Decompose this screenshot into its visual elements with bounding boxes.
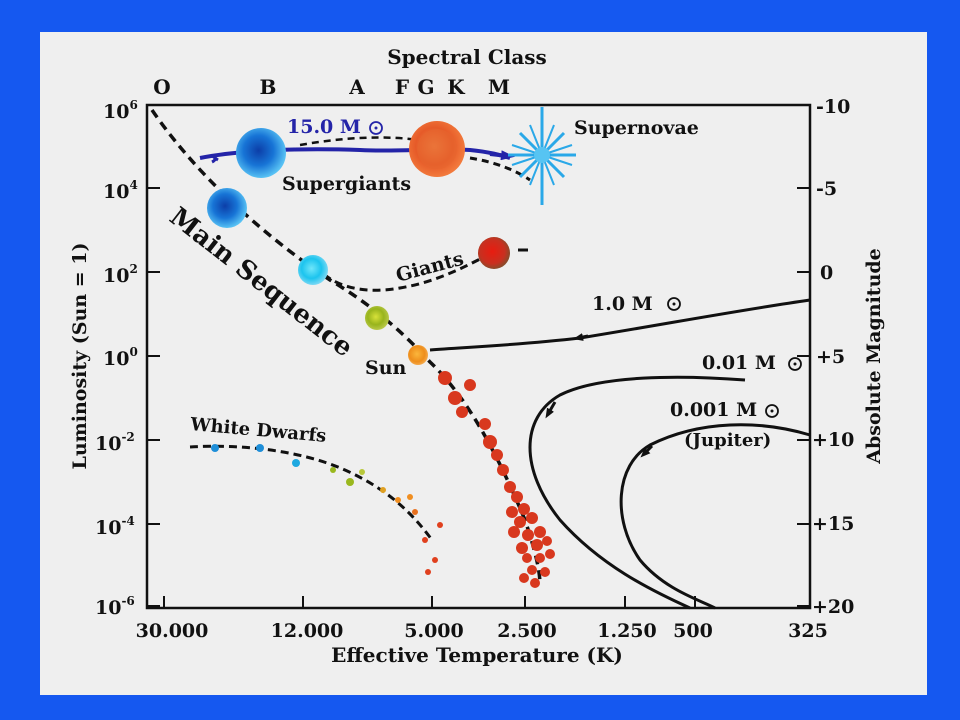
solar-symbol-dot bbox=[672, 302, 676, 306]
track-001-msun-arrow bbox=[545, 401, 557, 419]
spectral-class-f: F bbox=[395, 75, 409, 99]
track-1-msun-label: 1.0 M bbox=[592, 293, 653, 315]
x-axis-title: Effective Temperature (K) bbox=[331, 643, 623, 667]
solar-symbol-icon bbox=[369, 121, 383, 135]
supernova-dashed-curve bbox=[469, 156, 531, 182]
track-0001-msun bbox=[619, 423, 811, 610]
supergiants-label: Supergiants bbox=[282, 173, 411, 195]
y-right-tick-0: -10 bbox=[816, 96, 850, 118]
y-right-tick-3: +5 bbox=[816, 346, 845, 368]
x-tick-4: 1.250 bbox=[597, 620, 657, 642]
hr-diagram-panel bbox=[40, 32, 927, 695]
y-right-tick-1: -5 bbox=[816, 178, 837, 200]
y-left-tick-0: 106 bbox=[103, 98, 138, 123]
x-tick-3: 2.500 bbox=[497, 620, 557, 642]
track-1-msun-arrow bbox=[573, 333, 589, 341]
white-dwarf-curve bbox=[189, 444, 434, 541]
y-right-tick-4: +10 bbox=[812, 429, 854, 451]
solar-symbol-icon bbox=[765, 404, 779, 418]
x-tick-0: 30.000 bbox=[136, 620, 209, 642]
spectral-class-k: K bbox=[447, 75, 465, 99]
y-right-axis-title: Absolute Magnitude bbox=[863, 248, 885, 465]
spectral-class-g: G bbox=[417, 75, 434, 99]
white-dwarfs-label: White Dwarfs bbox=[189, 414, 328, 447]
y-right-tick-6: +20 bbox=[812, 596, 854, 618]
supernova-burst-icon bbox=[508, 107, 576, 205]
y-left-tick-4: 10-2 bbox=[95, 430, 135, 455]
spectral-class-a: A bbox=[348, 75, 365, 99]
track-0001-msun-label: 0.001 M bbox=[670, 399, 757, 421]
jupiter-label: (Jupiter) bbox=[684, 430, 771, 451]
x-tick-1: 12.000 bbox=[271, 620, 344, 642]
supergiant-dashed-curve bbox=[299, 136, 421, 147]
cyan-main-sequence-star bbox=[298, 255, 328, 285]
sun-star bbox=[408, 345, 428, 365]
white-dwarf-dots bbox=[211, 444, 443, 575]
x-tick-6: 325 bbox=[788, 620, 828, 642]
y-left-tick-6: 10-6 bbox=[95, 594, 135, 619]
y-right-tick-5: +15 bbox=[812, 513, 854, 535]
y-left-tick-5: 10-4 bbox=[95, 514, 135, 539]
sun-label: Sun bbox=[365, 357, 407, 379]
y-left-tick-3: 100 bbox=[103, 345, 138, 370]
track-0001-msun-arrow bbox=[640, 444, 654, 458]
track-001-msun bbox=[528, 375, 746, 610]
main-sequence-label: Main Sequence bbox=[164, 202, 359, 363]
x-tick-5: 500 bbox=[673, 620, 713, 642]
y-left-tick-1: 104 bbox=[103, 178, 138, 203]
x-tick-2: 5.000 bbox=[404, 620, 464, 642]
track-001-msun-label: 0.01 M bbox=[702, 352, 776, 374]
red-dwarf-dots bbox=[438, 371, 555, 588]
blue-supergiant-star bbox=[236, 128, 286, 178]
supernovae-label: Supernovae bbox=[574, 117, 699, 139]
blue-main-sequence-star bbox=[207, 188, 247, 228]
spectral-class-m: M bbox=[488, 75, 510, 99]
y-left-tick-2: 102 bbox=[103, 262, 138, 287]
red-giant-star bbox=[478, 237, 510, 269]
solar-symbol-dot bbox=[374, 126, 378, 130]
solar-symbol-dot bbox=[793, 362, 797, 366]
spectral-class-o: O bbox=[153, 75, 170, 99]
y-right-tick-2: 0 bbox=[820, 262, 833, 284]
solar-symbol-dot bbox=[770, 409, 774, 413]
green-main-sequence-star bbox=[365, 306, 389, 330]
massive-track-arrow bbox=[489, 150, 515, 161]
solar-symbol-icon bbox=[667, 297, 681, 311]
massive-track-wiggle bbox=[211, 154, 219, 164]
track-15-msun-label: 15.0 M bbox=[287, 116, 361, 138]
spectral-class-b: B bbox=[260, 75, 277, 99]
red-supergiant-core bbox=[417, 129, 457, 169]
solar-symbol-icon bbox=[788, 357, 802, 371]
spectral-class-title: Spectral Class bbox=[387, 45, 547, 69]
y-left-axis-title: Luminosity (Sun = 1) bbox=[69, 242, 91, 469]
left-tick-marks bbox=[147, 104, 810, 608]
giant-branch-curve bbox=[313, 256, 483, 292]
